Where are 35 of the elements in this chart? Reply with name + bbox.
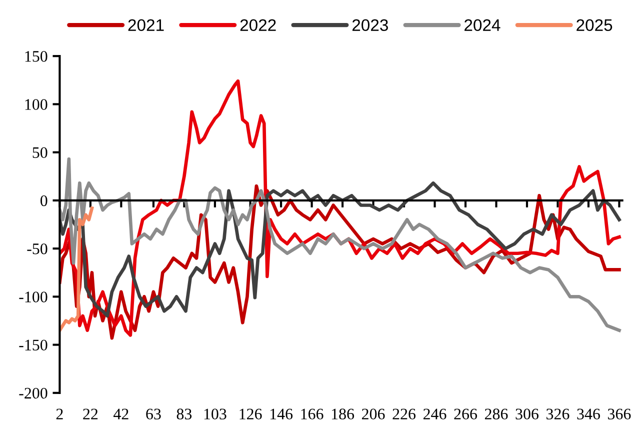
x-tick-label: 83 xyxy=(176,408,192,420)
line-series xyxy=(60,157,621,332)
x-tick-label: 286 xyxy=(484,408,508,420)
y-tick-label: -200 xyxy=(19,388,48,399)
x-tick-label: 166 xyxy=(301,408,324,420)
x-tick-label: 186 xyxy=(332,408,354,420)
legend-label: 2021 xyxy=(128,19,164,32)
line-series xyxy=(60,206,94,332)
legend-label: 2022 xyxy=(240,19,276,32)
x-tick-label: 346 xyxy=(577,408,600,420)
legend-label: 2023 xyxy=(352,19,388,32)
legend-label: 2024 xyxy=(464,19,500,32)
y-tick-label: -150 xyxy=(19,340,48,350)
y-tick-label: 100 xyxy=(25,99,48,110)
x-tick-label: 103 xyxy=(204,408,226,420)
x-tick-label: 146 xyxy=(270,408,293,420)
x-tick-label: 63 xyxy=(146,408,161,420)
y-tick-label: -50 xyxy=(27,243,48,254)
x-tick-label: 366 xyxy=(608,408,631,420)
x-tick-label: 22 xyxy=(83,408,98,420)
x-tick-label: 126 xyxy=(240,408,262,420)
x-tick-label: 326 xyxy=(546,408,570,420)
y-tick-label: 50 xyxy=(32,147,48,158)
y-tick-label: 150 xyxy=(25,50,48,62)
x-tick-label: 246 xyxy=(423,408,446,420)
x-tick-label: 266 xyxy=(454,408,478,420)
x-tick-label: 2 xyxy=(56,408,63,420)
x-tick-label: 206 xyxy=(362,408,385,420)
x-tick-label: 226 xyxy=(392,408,416,420)
x-tick-label: 306 xyxy=(516,408,538,420)
line-series xyxy=(60,181,621,318)
y-tick-label: -100 xyxy=(19,292,48,302)
x-tick-label: 42 xyxy=(114,408,128,420)
legend-label: 2025 xyxy=(576,19,612,32)
y-tick-label: 0 xyxy=(40,195,48,206)
